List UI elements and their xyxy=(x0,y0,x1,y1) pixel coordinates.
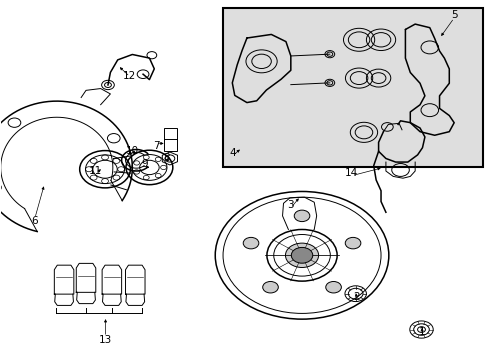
Text: 11: 11 xyxy=(89,166,102,176)
Text: 12: 12 xyxy=(123,71,136,81)
Bar xyxy=(163,128,177,151)
Circle shape xyxy=(285,243,318,267)
Text: 2: 2 xyxy=(353,292,359,302)
Text: 7: 7 xyxy=(153,141,160,151)
Text: 1: 1 xyxy=(418,327,425,337)
Circle shape xyxy=(325,282,341,293)
Circle shape xyxy=(291,247,312,263)
Text: 3: 3 xyxy=(287,200,294,210)
Circle shape xyxy=(262,282,278,293)
Circle shape xyxy=(345,237,360,249)
Text: 9: 9 xyxy=(141,159,147,169)
Text: 13: 13 xyxy=(99,334,112,345)
Circle shape xyxy=(243,237,258,249)
Text: 14: 14 xyxy=(345,168,358,178)
Text: 5: 5 xyxy=(450,10,457,20)
Text: 10: 10 xyxy=(125,146,139,156)
Text: 8: 8 xyxy=(163,153,169,163)
Text: 4: 4 xyxy=(228,148,235,158)
Circle shape xyxy=(294,210,309,222)
Text: 6: 6 xyxy=(31,216,38,226)
Bar xyxy=(222,8,483,167)
